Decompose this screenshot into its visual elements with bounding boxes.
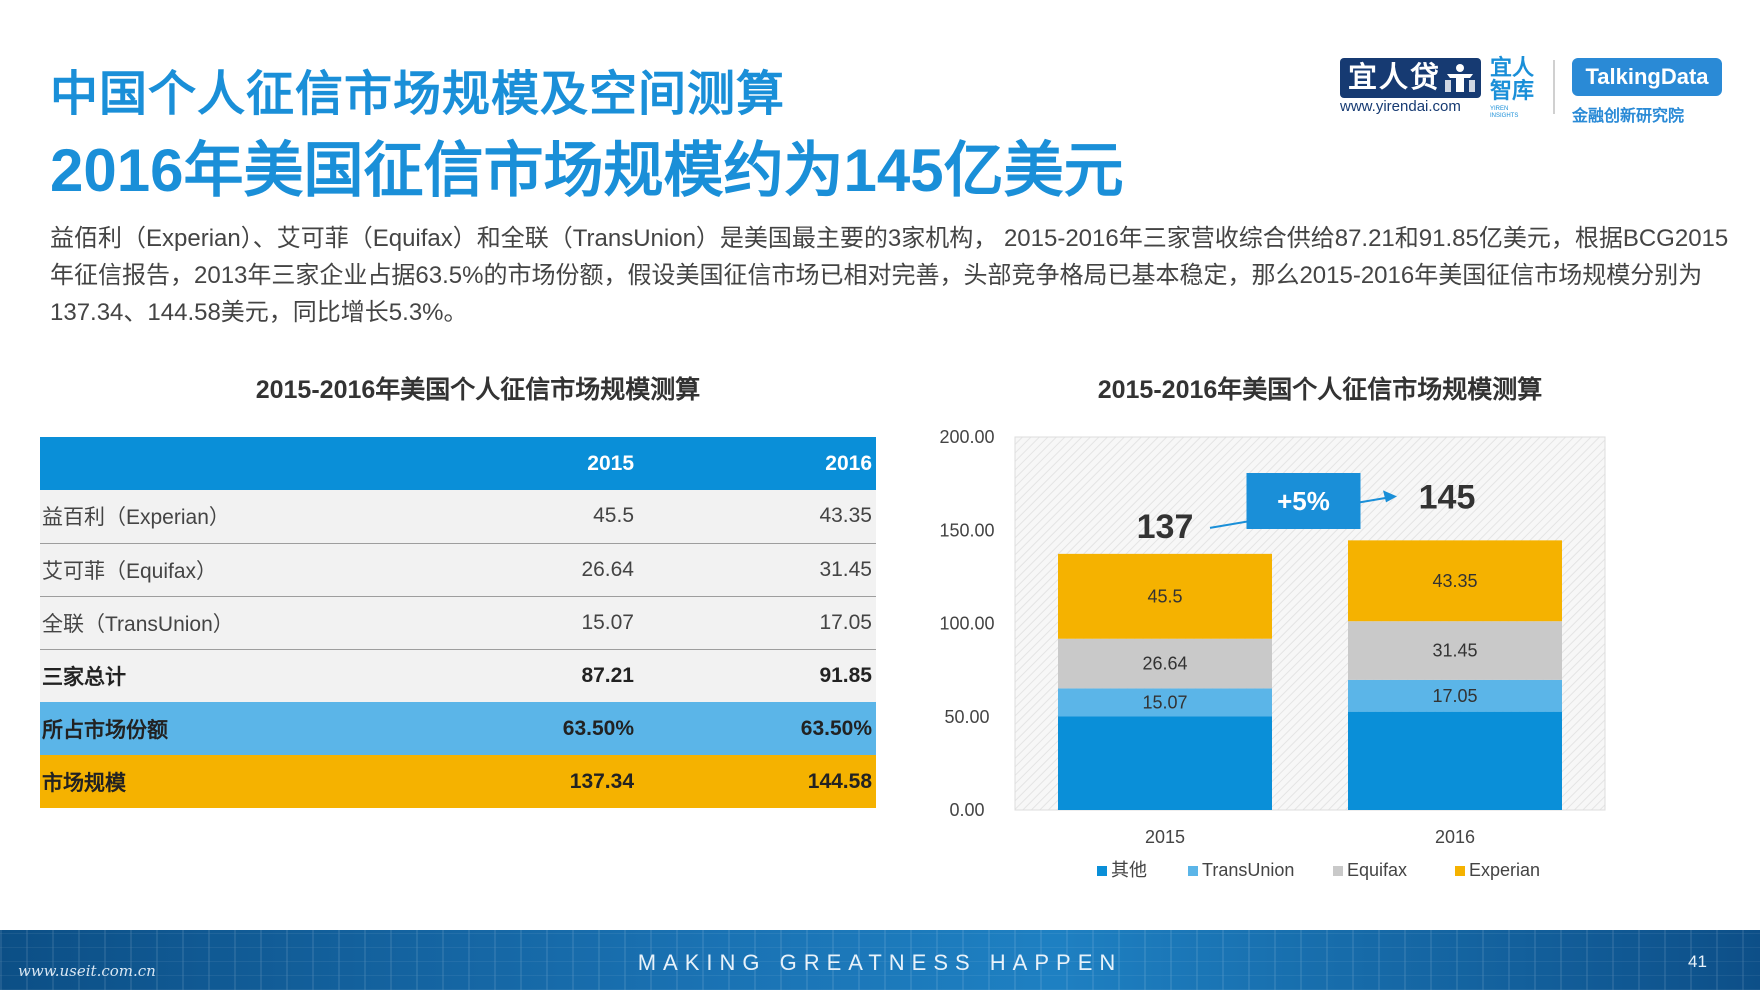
stacked-bar-chart: 0.00 50.00 100.00 150.00 200.00 15.07 26.64 45.… bbox=[939, 427, 1606, 880]
y-tick-label: 50.00 bbox=[944, 707, 989, 727]
row-value-2015: 63.50% bbox=[374, 702, 638, 755]
table-row: 全联（TransUnion） 15.07 17.05 bbox=[40, 596, 876, 650]
table-header-2015: 2015 bbox=[374, 437, 638, 490]
table-row: 益百利（Experian） 45.5 43.35 bbox=[40, 490, 876, 544]
bar-segment-equifax bbox=[1348, 621, 1562, 680]
table-row-market-size: 市场规模 137.34 144.58 bbox=[40, 755, 876, 808]
legend-swatch bbox=[1333, 866, 1343, 876]
row-value-2015: 15.07 bbox=[374, 596, 638, 650]
row-label: 益百利（Experian） bbox=[40, 490, 374, 544]
y-tick-label: 150.00 bbox=[939, 520, 994, 540]
row-value-2015: 137.34 bbox=[374, 755, 638, 808]
growth-annotation-text: +5% bbox=[1277, 486, 1330, 516]
table-header-2016: 2016 bbox=[638, 437, 876, 490]
bar-segment-transunion bbox=[1348, 679, 1562, 712]
watermark: www.useit.com.cn bbox=[18, 962, 156, 980]
total-label-2016: 145 bbox=[1419, 478, 1476, 516]
y-tick-label: 100.00 bbox=[939, 614, 994, 634]
footer-slogan: MAKING GREATNESS HAPPEN bbox=[637, 950, 1123, 975]
table-row-total: 三家总计 87.21 91.85 bbox=[40, 649, 876, 702]
data-label: 26.64 bbox=[1142, 654, 1187, 674]
row-value-2016: 91.85 bbox=[638, 649, 876, 702]
x-tick-label: 2016 bbox=[1435, 827, 1475, 847]
data-label: 45.5 bbox=[1147, 586, 1182, 606]
chart-title: 2015-2016年美国个人征信市场规模测算 bbox=[1097, 376, 1543, 404]
y-tick-label: 0.00 bbox=[949, 800, 984, 820]
yirendai-url: www.yirendai.com bbox=[1340, 98, 1461, 115]
legend-label: TransUnion bbox=[1202, 860, 1294, 880]
table-row-share: 所占市场份额 63.50% 63.50% bbox=[40, 702, 876, 755]
table-title: 2015-2016年美国个人征信市场规模测算 bbox=[255, 376, 701, 404]
bar-segment-experian bbox=[1058, 553, 1272, 639]
bar-segment-其他 bbox=[1348, 711, 1562, 810]
y-tick-label: 200.00 bbox=[939, 427, 994, 447]
intro-paragraph: 益佰利（Experian）、艾可菲（Equifax）和全联（TransUnion… bbox=[50, 225, 1729, 326]
zhiku-logo: 宜人智库 bbox=[1490, 55, 1535, 103]
total-label-2015: 137 bbox=[1137, 508, 1194, 546]
row-label: 市场规模 bbox=[40, 755, 374, 808]
page-headline: 2016年美国征信市场规模约为145亿美元 bbox=[50, 137, 1124, 204]
data-label: 17.05 bbox=[1432, 686, 1477, 706]
table-row: 艾可菲（Equifax） 26.64 31.45 bbox=[40, 543, 876, 597]
legend-label: Equifax bbox=[1347, 860, 1407, 880]
talkingdata-logo: TalkingData bbox=[1572, 58, 1722, 96]
legend-swatch bbox=[1097, 866, 1107, 876]
market-size-table: 2015 2016 益百利（Experian） 45.5 43.35 艾可菲（E… bbox=[40, 437, 876, 808]
table-header-row: 2015 2016 bbox=[40, 437, 876, 490]
legend-label: Experian bbox=[1469, 860, 1540, 880]
talkingdata-logo-sub: 金融创新研究院 bbox=[1572, 108, 1685, 125]
row-label: 全联（TransUnion） bbox=[40, 596, 374, 650]
row-value-2016: 63.50% bbox=[638, 702, 876, 755]
footer-texture bbox=[0, 930, 1760, 990]
legend-label: 其他 bbox=[1111, 860, 1147, 880]
row-value-2016: 43.35 bbox=[638, 490, 876, 544]
x-tick-label: 2015 bbox=[1145, 827, 1185, 847]
legend-swatch bbox=[1188, 866, 1198, 876]
data-label: 43.35 bbox=[1432, 571, 1477, 591]
row-value-2015: 26.64 bbox=[374, 543, 638, 597]
data-label: 15.07 bbox=[1142, 692, 1187, 712]
bar-segment-equifax bbox=[1058, 638, 1272, 689]
page-title: 中国个人征信市场规模及空间测算 bbox=[50, 68, 786, 121]
row-label: 三家总计 bbox=[40, 649, 374, 702]
row-value-2016: 31.45 bbox=[638, 543, 876, 597]
footer-bar: MAKING GREATNESS HAPPEN 41 www.useit.com… bbox=[0, 930, 1760, 990]
yirendai-logo-text: 宜人贷 bbox=[1348, 62, 1442, 94]
yirendai-figure-icon bbox=[1445, 64, 1475, 92]
bar-segment-experian bbox=[1348, 540, 1562, 622]
row-value-2015: 87.21 bbox=[374, 649, 638, 702]
table-header-label bbox=[40, 437, 374, 490]
logo-divider bbox=[1553, 60, 1555, 114]
row-value-2016: 144.58 bbox=[638, 755, 876, 808]
growth-arrow-head bbox=[1383, 490, 1397, 503]
row-label: 艾可菲（Equifax） bbox=[40, 543, 374, 597]
row-label: 所占市场份额 bbox=[40, 702, 374, 755]
bar-segment-其他 bbox=[1058, 716, 1272, 810]
growth-annotation-box bbox=[1246, 473, 1361, 529]
bar-segment-transunion bbox=[1058, 688, 1272, 717]
row-value-2015: 45.5 bbox=[374, 490, 638, 544]
zhiku-logo-sub: YIREN INSIGHTS bbox=[1490, 106, 1519, 119]
legend-swatch bbox=[1455, 866, 1465, 876]
row-value-2016: 17.05 bbox=[638, 596, 876, 650]
page-number: 41 bbox=[1688, 952, 1707, 971]
data-label: 31.45 bbox=[1432, 641, 1477, 661]
